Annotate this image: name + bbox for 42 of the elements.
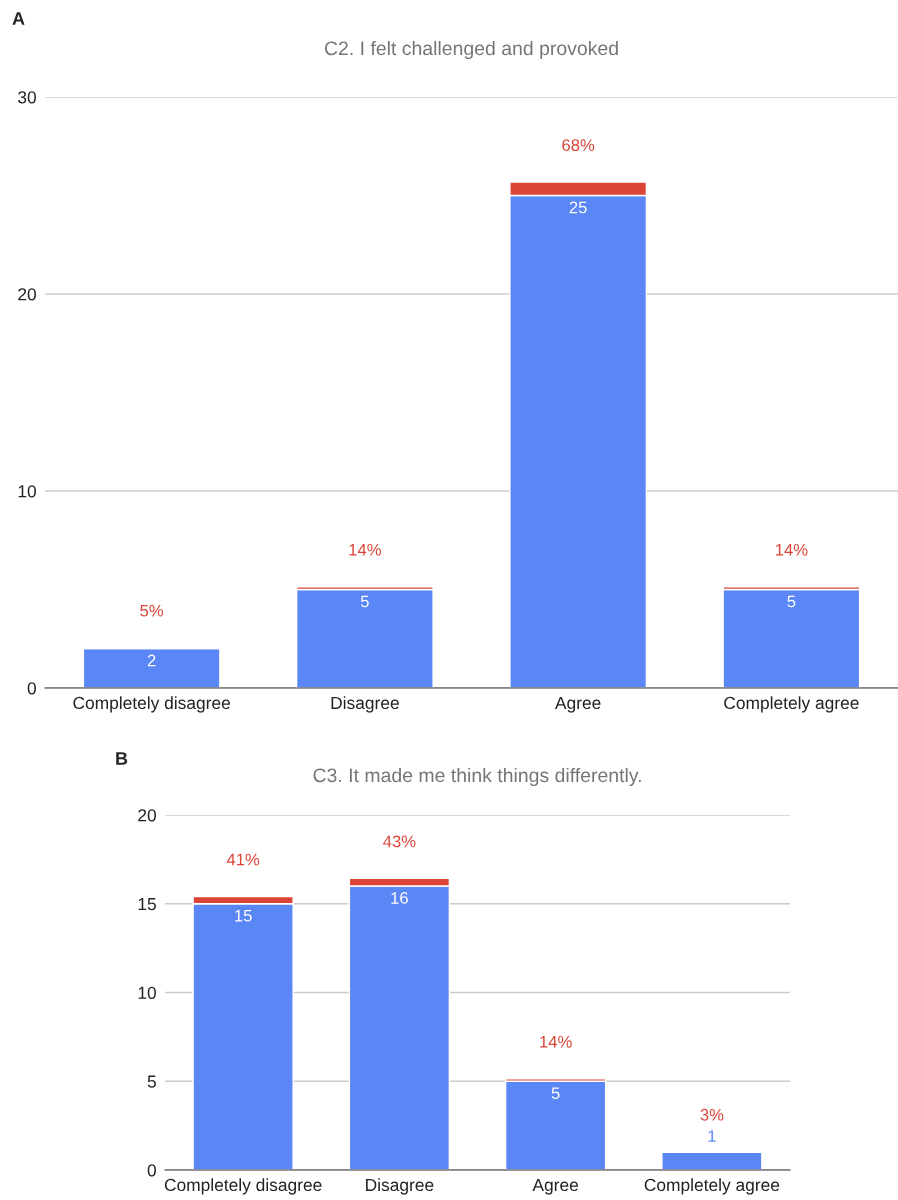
y-tick-label: 30 [18,91,36,104]
y-tick-label: 0 [27,682,36,695]
data-label: 2 [147,654,156,667]
y-tick-label: 20 [18,288,36,301]
x-tick-label: Completely disagree [164,1178,322,1195]
chart-title: C2. I felt challenged and provoked [324,40,618,60]
bar [504,1080,607,1170]
data-label: 5 [551,1087,560,1100]
y-tick-label: 10 [138,986,156,999]
bar [722,588,861,688]
x-tick-label: Completely agree [724,696,859,713]
data-label: 5 [360,595,369,608]
bar [82,647,221,688]
y-tick-label: 15 [138,898,156,911]
data-label: 5 [787,595,796,608]
data-label: 68% [562,139,595,152]
bar [661,1151,763,1170]
data-label: 5% [140,604,164,617]
x-tick-label: Disagree [331,696,399,713]
data-label: 16 [391,892,408,904]
text: A [12,12,25,25]
data-label: 15 [235,909,252,922]
data-label: 14% [540,1035,572,1048]
data-label: 41% [226,853,260,866]
x-tick-label: Completely disagree [73,696,230,713]
bar [295,588,434,688]
data-label: 14% [349,543,381,556]
data-label: 1 [708,1130,716,1142]
y-tick-label: 5 [147,1075,156,1088]
data-label: 3% [700,1108,724,1121]
y-tick-label: 20 [138,809,156,822]
x-tick-label: Completely agree [644,1178,780,1195]
x-tick-label: Disagree [366,1178,434,1195]
y-tick-label: 0 [147,1164,156,1177]
data-label: 43% [383,835,416,848]
x-tick-label: Agree [532,1178,579,1195]
data-label: 25 [569,201,587,214]
y-tick-label: 10 [18,485,36,498]
data-label: 14% [775,543,808,556]
chart-title: C3. It made me think things differently. [313,767,641,787]
text: B [116,752,128,765]
x-tick-label: Agree [555,696,601,713]
